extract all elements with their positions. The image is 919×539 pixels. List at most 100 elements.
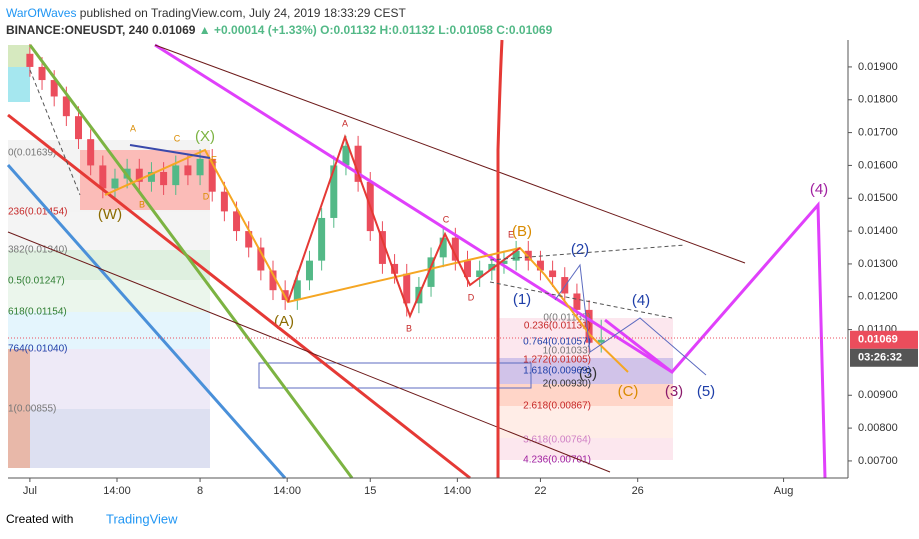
symbol: BINANCE:ONEUSDT, 240 [6,23,149,37]
fib-label: 2(0.00930) [543,379,591,390]
fib-label: 0(0.01639) [8,148,56,159]
candle-body [26,53,34,67]
fib-label: 0(0.01135) [543,313,591,324]
x-tick-label: 14:00 [444,485,472,497]
candle-body [208,158,216,192]
x-tick-label: 22 [534,485,546,497]
candle-body [147,171,155,182]
y-tick-label: 0.00900 [858,389,898,401]
candle-body [573,293,581,310]
y-tick-label: 0.01500 [858,192,898,204]
y-tick-label: 0.01200 [858,291,898,303]
symbol-line: BINANCE:ONEUSDT, 240 0.01069 ▲ +0.00014 … [6,23,553,37]
candle-body [403,273,411,304]
wave-label: (4) [632,292,650,309]
candle-body [476,270,484,278]
candle-body [293,280,301,301]
brand[interactable]: TradingView [106,511,178,526]
wave-label: E [211,154,217,164]
candle-body [269,270,277,291]
candle-body [427,257,435,287]
price-label: 0.01069 [858,334,898,346]
candle-body [160,171,168,186]
fib-label: 764(0.01040) [8,344,68,355]
published: published on TradingView.com, July 24, 2… [79,6,406,20]
countdown: 03:26:32 [858,352,902,364]
header-line: WarOfWaves published on TradingView.com,… [6,6,406,20]
wave-label: (A) [274,313,294,330]
candle-body [354,145,362,182]
footer: Created with [6,512,73,526]
candle-body [87,139,95,166]
candle-body [451,237,459,261]
fib-label: 0.764(0.01057) [523,337,591,348]
wave-label: C [443,214,450,224]
candle-body [536,260,544,271]
y-tick-label: 0.01800 [858,94,898,106]
y-tick-label: 0.01900 [858,61,898,73]
fib-label: 3.618(0.00764) [523,435,591,446]
wave-label: (C) [618,383,639,400]
y-tick-label: 0.00700 [858,455,898,467]
candle-body [135,168,143,182]
x-tick-label: Jul [23,485,37,497]
candle-body [512,250,520,261]
fib-label: 4.236(0.00701) [523,455,591,466]
fib-label: 1.618(0.00969) [523,366,591,377]
box [258,362,532,389]
x-tick-label: 14:00 [273,485,301,497]
y-tick-label: 0.01400 [858,225,898,237]
fib-label: 0.5(0.01247) [8,276,65,287]
candle-body [50,80,58,97]
candle-body [378,231,386,264]
fib-label: 0.236(0.01131) [524,321,591,332]
candle-body [38,66,46,81]
candle-body [391,263,399,274]
wave-label: A [342,118,348,128]
candle-body [75,116,83,140]
candle-body [585,309,593,343]
wave-label: (B) [512,223,532,240]
change: +0.00014 (+1.33%) [214,23,317,37]
candle-body [305,260,313,281]
candle-body [111,178,119,189]
candle-body [184,165,192,176]
wave-label: (X) [195,128,215,145]
candle-body [196,158,204,176]
fib-zones [8,45,673,468]
y-tick-label: 0.00800 [858,422,898,434]
fib-label: 1(0.00855) [8,404,56,415]
candle-body [245,231,253,248]
candle-body [561,277,569,294]
wave-label: (5) [697,383,715,400]
x-tick-label: Aug [774,485,794,497]
candle-body [464,260,472,278]
wave-label: D [203,191,210,201]
candle-body [549,270,557,278]
x-tick-label: 26 [632,485,644,497]
x-tick-label: 14:00 [103,485,131,497]
candle-body [233,211,241,232]
wave-label: B [139,199,145,209]
candle-body [99,165,107,189]
y-tick-label: 0.01700 [858,126,898,138]
wave-label: C [174,133,181,143]
wave-label: D [468,292,475,302]
wave-label: (W) [98,206,122,223]
fib-label: 382(0.01340) [8,245,68,256]
candle-body [257,247,265,271]
candle-body [597,339,605,343]
wave-label: (1) [513,291,531,308]
author[interactable]: WarOfWaves [6,6,77,20]
ohlc: O:0.01132 H:0.01132 L:0.01058 C:0.01069 [320,23,553,37]
y-tick-label: 0.01300 [858,258,898,270]
fib-label: 1(0.01033) [543,346,591,357]
price-box [850,330,918,349]
wave-label: (3) [579,365,597,382]
candle-body [342,145,350,166]
wave-label: (4) [810,181,828,198]
y-tick-label: 0.01600 [858,159,898,171]
fib-label: 236(0.01454) [8,207,68,218]
candle-body [172,165,180,186]
